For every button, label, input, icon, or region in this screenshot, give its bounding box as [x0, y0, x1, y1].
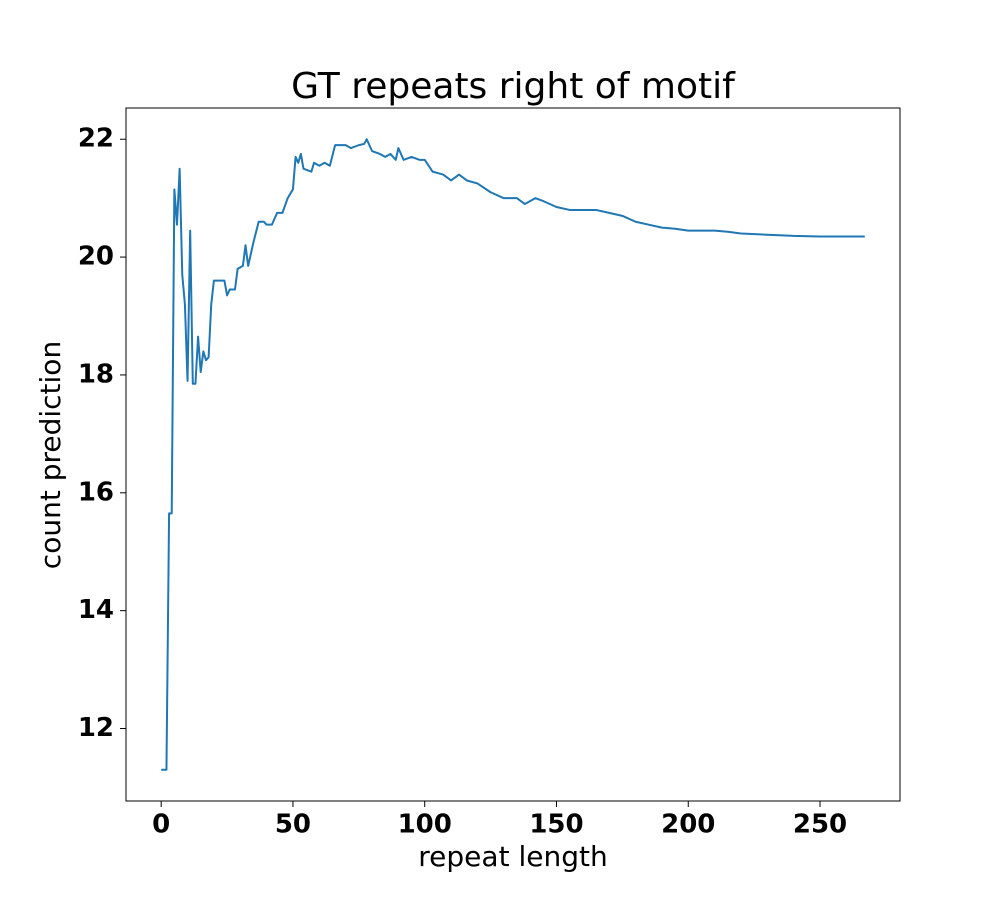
plot-frame	[125, 107, 901, 802]
y-tick-label: 20	[78, 242, 114, 272]
y-tick-label: 12	[78, 713, 114, 743]
x-tick-label: 150	[529, 810, 583, 840]
y-tick-label: 14	[78, 595, 114, 625]
y-tick-label: 16	[78, 477, 114, 507]
x-tick-label: 100	[398, 810, 452, 840]
y-tick-label: 22	[78, 124, 114, 154]
data-line	[161, 138, 865, 771]
x-tick-label: 0	[152, 810, 170, 840]
x-tick-label: 200	[661, 810, 715, 840]
x-axis-label: repeat length	[418, 840, 607, 873]
y-tick-label: 18	[78, 359, 114, 389]
x-tick-label: 50	[275, 810, 311, 840]
chart-title: GT repeats right of motif	[291, 66, 736, 107]
x-tick-label: 250	[793, 810, 847, 840]
y-axis-label: count prediction	[34, 341, 67, 569]
